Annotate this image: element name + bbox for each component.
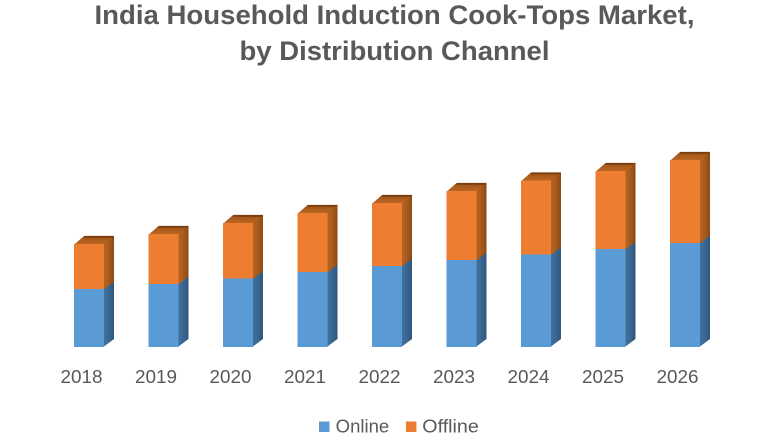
svg-text:2020: 2020 (210, 367, 252, 387)
svg-text:2019: 2019 (135, 367, 177, 387)
svg-text:2025: 2025 (582, 367, 624, 387)
svg-text:2018: 2018 (61, 367, 103, 387)
svg-text:2021: 2021 (284, 367, 326, 387)
svg-text:2023: 2023 (433, 367, 475, 387)
svg-text:Online: Online (336, 416, 390, 436)
svg-text:2026: 2026 (657, 367, 699, 387)
svg-text:India Household Induction Cook: India Household Induction Cook-Tops Mark… (95, 0, 695, 30)
svg-text:by Distribution Channel: by Distribution Channel (240, 36, 550, 66)
svg-text:2024: 2024 (508, 367, 550, 387)
svg-text:Offline: Offline (422, 416, 479, 436)
svg-text:2022: 2022 (359, 367, 401, 387)
